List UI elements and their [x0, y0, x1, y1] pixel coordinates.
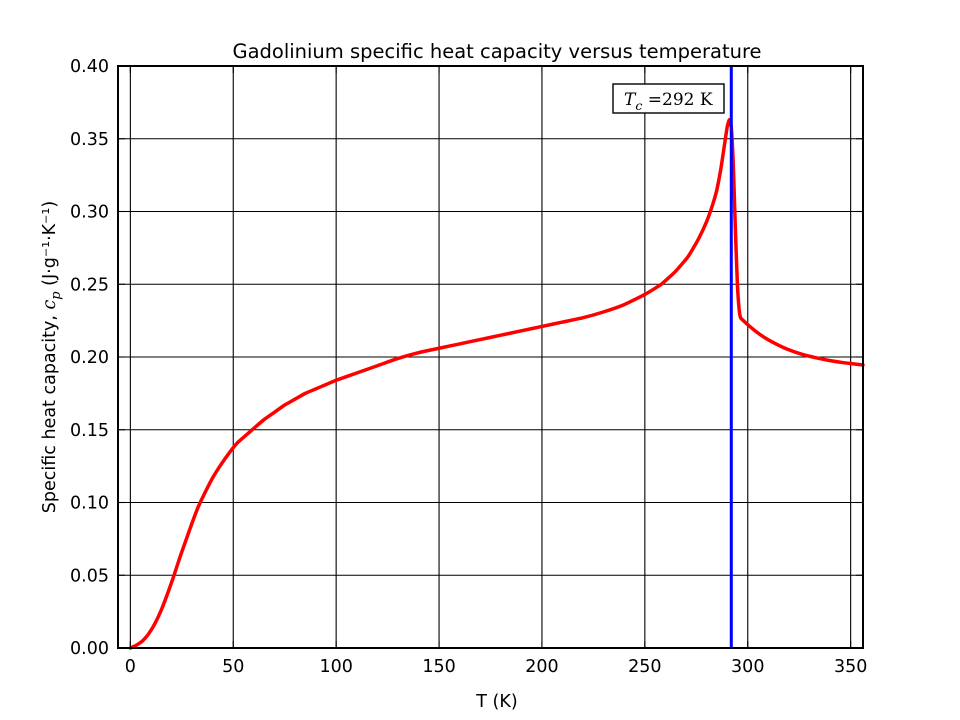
annotation-tc-subscript: c	[635, 98, 642, 113]
x-tick-label: 200	[525, 657, 558, 677]
y-tick-label: 0.25	[70, 275, 109, 295]
annotation-tc-symbol: T	[624, 90, 637, 110]
specific-heat-curve	[128, 118, 865, 650]
y-tick-label: 0.30	[70, 203, 109, 223]
chart-title: Gadolinium specific heat capacity versus…	[232, 40, 761, 63]
x-tick-labels: 0 50 100 150 200 250 300 350	[125, 657, 868, 677]
x-tick-label: 150	[422, 657, 455, 677]
y-axis-label-prefix: Specific heat capacity,	[40, 310, 60, 514]
x-tick-label: 100	[319, 657, 352, 677]
y-axis-label-symbol: c	[40, 300, 60, 310]
y-tick-label: 0.10	[70, 494, 109, 514]
x-axis-label: T (K)	[475, 692, 517, 712]
y-tick-label: 0.15	[70, 421, 109, 441]
y-tick-label: 0.00	[70, 639, 109, 659]
x-tick-label: 350	[834, 657, 867, 677]
curie-temperature-annotation: Tc =292 K	[612, 83, 725, 114]
y-axis-label: Specific heat capacity, cp (J·g⁻¹·K⁻¹)	[40, 201, 64, 513]
annotation-tc-value: =292 K	[642, 90, 712, 110]
y-tick-label: 0.20	[70, 348, 109, 368]
y-axis-label-subscript: p	[49, 291, 64, 300]
x-tick-label: 50	[222, 657, 244, 677]
y-tick-label: 0.35	[70, 130, 109, 150]
x-tick-label: 250	[628, 657, 661, 677]
y-tick-marks	[118, 65, 863, 649]
annotation-text: Tc =292 K	[624, 90, 713, 113]
x-tick-label: 0	[125, 657, 136, 677]
annotation-box	[612, 83, 725, 114]
y-axis-label-units: (J·g⁻¹·K⁻¹)	[40, 201, 60, 292]
y-tick-label: 0.05	[70, 566, 109, 586]
y-tick-labels: 0.00 0.05 0.10 0.15 0.20 0.25 0.30 0.35 0.40	[70, 57, 109, 659]
y-tick-label: 0.40	[70, 57, 109, 77]
x-tick-marks	[129, 66, 852, 648]
x-tick-label: 300	[731, 657, 764, 677]
